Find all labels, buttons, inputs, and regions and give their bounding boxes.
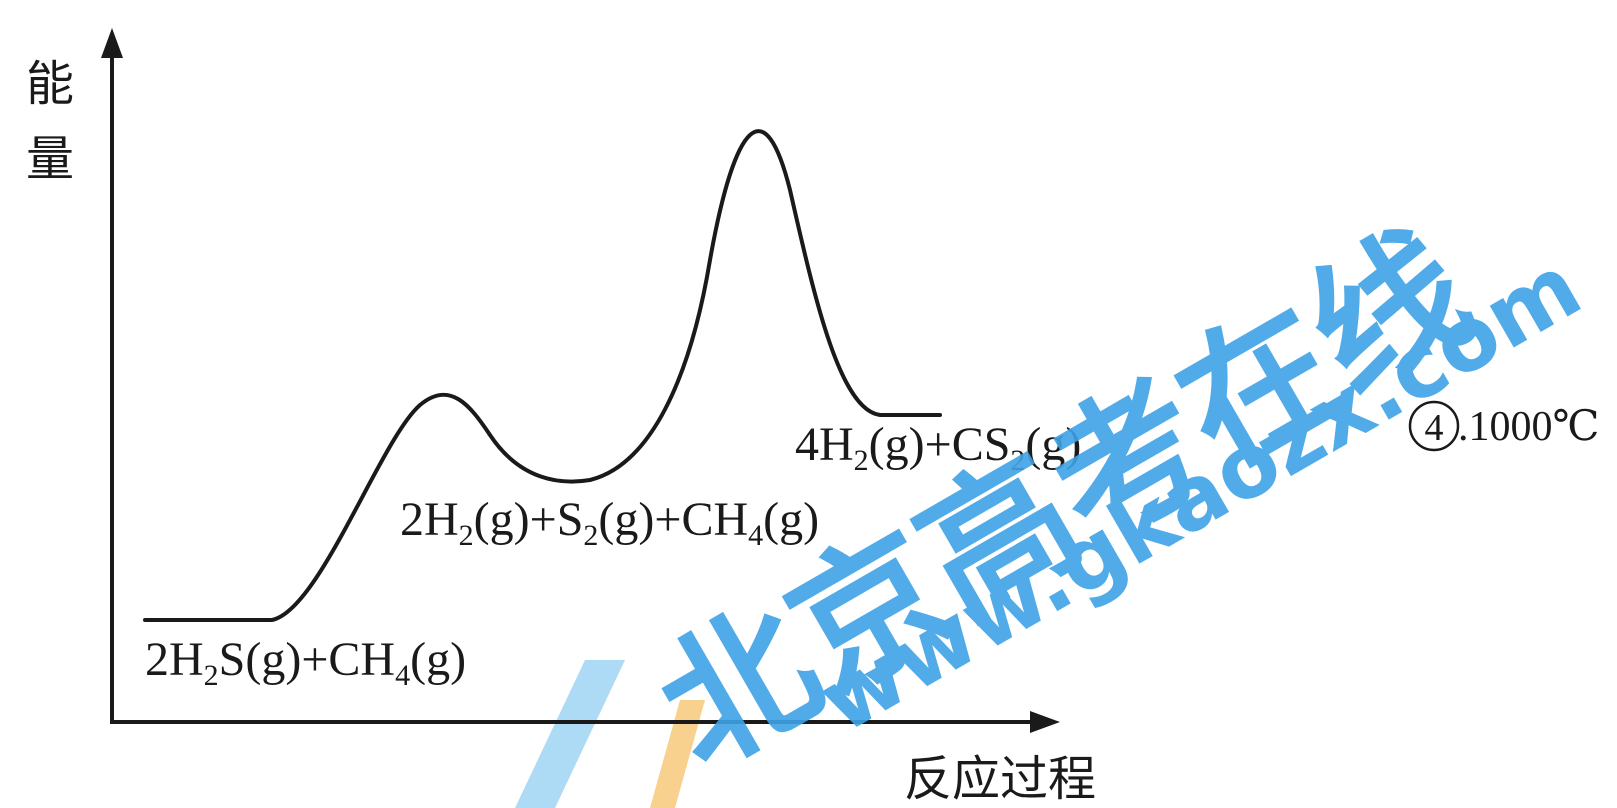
intermediate-part-3: (g)+CH	[598, 493, 748, 546]
circled-number-ring	[1408, 400, 1460, 452]
products-sub-1: 2	[854, 444, 869, 477]
y-axis-label-char-2: 量	[26, 131, 74, 187]
intermediate-sub-2: 2	[583, 519, 598, 552]
y-axis-label-char-1: 能	[26, 56, 74, 112]
products-part-3: (g)	[1025, 418, 1081, 471]
intermediate-sub-1: 2	[459, 519, 474, 552]
x-axis-label: 反应过程	[904, 751, 1096, 807]
intermediate-label: 2H2(g)+S2(g)+CH4(g)	[400, 493, 819, 552]
intermediate-sub-3: 4	[748, 519, 763, 552]
answer-note: 4 .1000℃	[1408, 400, 1599, 452]
intermediate-part-4: (g)	[763, 493, 819, 546]
axes	[101, 28, 1060, 733]
products-part-1: 4H	[795, 418, 854, 471]
y-axis-arrow	[101, 28, 123, 58]
watermark-stripe-light-blue	[515, 660, 625, 808]
x-axis-arrow	[1030, 711, 1060, 733]
reactants-part-3: (g)	[410, 633, 466, 686]
products-label: 4H2(g)+CS2(g)	[795, 418, 1081, 477]
reactants-part-1: 2H	[145, 633, 204, 686]
reactants-sub-1: 2	[204, 659, 219, 692]
reactants-sub-2: 4	[395, 659, 410, 692]
watermark-brand-text: 北京高考在线	[631, 200, 1497, 801]
intermediate-part-2: (g)+S	[474, 493, 584, 546]
energy-curve	[143, 129, 942, 622]
products-sub-2: 2	[1010, 444, 1025, 477]
watermark-stripes	[515, 660, 705, 808]
circled-number: 4	[1425, 407, 1444, 449]
reactants-label: 2H2S(g)+CH4(g)	[145, 633, 466, 692]
watermark-stripe-orange	[650, 700, 705, 808]
reactants-part-2: S(g)+CH	[219, 633, 395, 686]
intermediate-part-1: 2H	[400, 493, 459, 546]
products-part-2: (g)+CS	[869, 418, 1011, 471]
answer-note-text: .1000℃	[1458, 404, 1599, 450]
